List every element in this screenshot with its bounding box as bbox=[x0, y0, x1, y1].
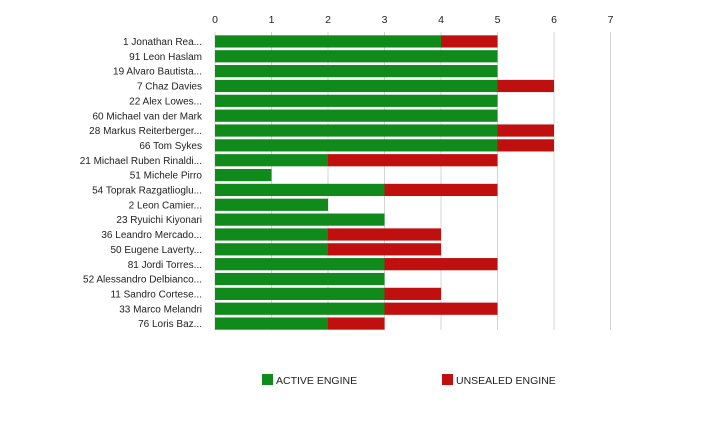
bar-unsealed-engine bbox=[497, 139, 554, 152]
chart-legend: ACTIVE ENGINE UNSEALED ENGINE bbox=[262, 374, 556, 387]
bar-unsealed-engine bbox=[328, 317, 385, 330]
bar-unsealed-engine bbox=[497, 124, 554, 137]
y-category-label: 91 Leon Haslam bbox=[129, 52, 202, 63]
y-category-label: 51 Michele Pirro bbox=[130, 171, 203, 182]
legend-swatch bbox=[262, 374, 273, 385]
x-tick-label: 6 bbox=[551, 14, 557, 26]
bar-active-engine bbox=[215, 139, 498, 152]
legend-label: ACTIVE ENGINE bbox=[276, 375, 357, 387]
y-category-label: 2 Leon Camier... bbox=[129, 200, 202, 211]
x-tick-label: 3 bbox=[382, 14, 388, 26]
bar-unsealed-engine bbox=[328, 154, 498, 167]
y-category-label: 50 Eugene Laverty... bbox=[110, 245, 202, 256]
bar-active-engine bbox=[215, 287, 385, 300]
x-tick-label: 7 bbox=[608, 14, 614, 26]
bar-active-engine bbox=[215, 302, 385, 315]
x-tick-label: 1 bbox=[269, 14, 275, 26]
bar-active-engine bbox=[215, 213, 385, 226]
bar-active-engine bbox=[215, 183, 385, 197]
bar-active-engine bbox=[215, 79, 498, 93]
bar-unsealed-engine bbox=[497, 79, 554, 93]
y-category-label: 60 Michael van der Mark bbox=[93, 111, 203, 122]
legend-swatch bbox=[442, 374, 453, 385]
bar-active-engine bbox=[215, 317, 328, 330]
y-category-label: 23 Ryuichi Kiyonari bbox=[116, 215, 202, 226]
bar-active-engine bbox=[215, 228, 328, 241]
bar-active-engine bbox=[215, 94, 498, 107]
bar-unsealed-engine bbox=[328, 228, 441, 241]
bar-unsealed-engine bbox=[384, 258, 498, 271]
bar-unsealed-engine bbox=[441, 35, 498, 48]
bar-active-engine bbox=[215, 272, 385, 286]
x-tick-label: 2 bbox=[325, 14, 331, 26]
y-category-label: 54 Toprak Razgatlioglu... bbox=[92, 186, 202, 197]
y-category-label: 76 Loris Baz... bbox=[138, 319, 202, 330]
bar-active-engine bbox=[215, 35, 441, 48]
y-category-label: 7 Chaz Davies bbox=[137, 82, 202, 93]
y-category-label: 81 Jordi Torres... bbox=[128, 260, 202, 271]
bar-active-engine bbox=[215, 168, 272, 182]
chart-bars bbox=[215, 35, 554, 330]
y-category-label: 66 Tom Sykes bbox=[139, 141, 202, 152]
y-category-label: 11 Sandro Cortese... bbox=[110, 289, 202, 300]
bar-active-engine bbox=[215, 198, 328, 211]
y-category-label: 19 Alvaro Bautista... bbox=[113, 67, 202, 78]
y-category-label: 22 Alex Lowes... bbox=[129, 96, 202, 107]
y-category-label: 33 Marco Melandri bbox=[119, 304, 202, 315]
bar-active-engine bbox=[215, 258, 385, 271]
bar-active-engine bbox=[215, 154, 328, 167]
y-category-label: 21 Michael Ruben Rinaldi... bbox=[80, 156, 202, 167]
bar-active-engine bbox=[215, 109, 498, 122]
bar-unsealed-engine bbox=[384, 302, 498, 315]
bar-unsealed-engine bbox=[384, 287, 441, 300]
y-category-label: 28 Markus Reiterberger... bbox=[89, 126, 202, 137]
x-tick-label: 0 bbox=[212, 14, 218, 26]
bar-active-engine bbox=[215, 124, 498, 137]
bar-unsealed-engine bbox=[328, 243, 441, 256]
y-category-label: 1 Jonathan Rea... bbox=[123, 37, 202, 48]
y-category-label: 36 Leandro Mercado... bbox=[101, 230, 202, 241]
x-tick-label: 4 bbox=[438, 14, 444, 26]
y-axis-labels: 1 Jonathan Rea... 91 Leon Haslam 19 Alvaro… bbox=[80, 37, 203, 330]
x-tick-label: 5 bbox=[495, 14, 501, 26]
bar-active-engine bbox=[215, 50, 498, 63]
bar-unsealed-engine bbox=[384, 183, 498, 197]
bar-active-engine bbox=[215, 65, 498, 78]
bar-active-engine bbox=[215, 243, 328, 256]
legend-label: UNSEALED ENGINE bbox=[456, 375, 556, 387]
y-category-label: 52 Alessandro Delbianco... bbox=[83, 275, 202, 286]
x-axis-ticks: 0 1 2 3 4 5 6 7 bbox=[212, 14, 614, 26]
